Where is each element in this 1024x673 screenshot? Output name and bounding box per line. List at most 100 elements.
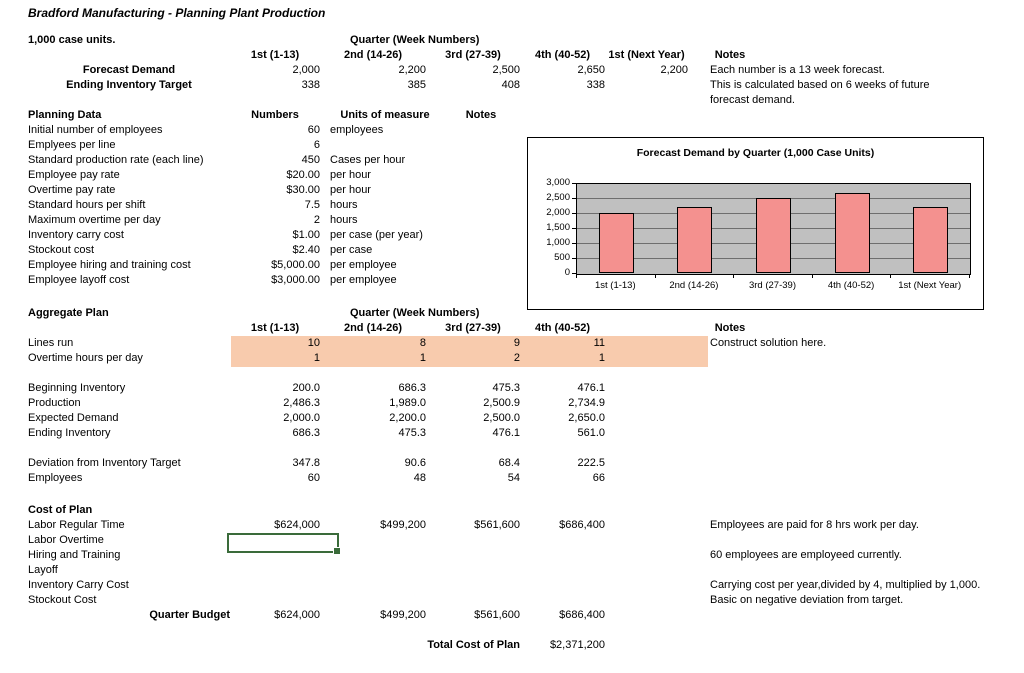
selected-cell[interactable] (227, 533, 341, 555)
table-row: Emplyees per line 6 (0, 138, 1024, 153)
value-cell[interactable]: 338 (586, 79, 605, 91)
value-cell[interactable]: 450 (301, 154, 320, 166)
note-text: Each number is a 13 week forecast. (710, 64, 885, 76)
table-row: Employee layoff cost $3,000.00 per employe… (0, 273, 1024, 288)
value-cell[interactable]: 90.6 (404, 457, 426, 469)
forecast-demand-chart[interactable]: Forecast Demand by Quarter (1,000 Case U… (527, 137, 984, 310)
table-row: Deviation from Inventory Target 347.8 90.6… (0, 456, 1024, 471)
row-label: Employee layoff cost (28, 274, 130, 286)
value-cell[interactable]: $2.40 (292, 244, 320, 256)
chart-x-label: 2nd (14-26) (669, 280, 719, 291)
chart-y-tick (572, 273, 576, 274)
chart-y-tick (572, 183, 576, 184)
value-cell[interactable]: 476.1 (492, 427, 520, 439)
value-cell[interactable]: 9 (513, 337, 520, 349)
value-cell[interactable]: $624,000 (274, 519, 320, 531)
value-cell[interactable]: 8 (419, 337, 426, 349)
value-cell[interactable]: 60 (307, 124, 320, 136)
value-cell[interactable]: 1 (419, 352, 426, 364)
value-cell[interactable]: 475.3 (492, 382, 520, 394)
value-cell[interactable]: $5,000.00 (271, 259, 320, 271)
total-value-cell[interactable]: $2,371,200 (549, 639, 605, 651)
chart-y-tick (572, 228, 576, 229)
chart-y-tick (572, 198, 576, 199)
value-cell[interactable]: 11 (593, 337, 605, 349)
table-row: Stockout cost $2.40 per case (0, 243, 1024, 258)
unit-cell: Cases per hour (330, 154, 406, 166)
value-cell[interactable]: $624,000 (274, 609, 320, 621)
unit-cell: per hour (330, 184, 371, 196)
value-cell[interactable]: $1.00 (292, 229, 320, 241)
value-cell[interactable]: 686.3 (398, 382, 426, 394)
row-label: Emplyees per line (28, 139, 116, 151)
column-header: 2nd (14-26) (343, 49, 403, 61)
value-cell[interactable]: $20.00 (286, 169, 320, 181)
table-row: Lines run 10 8 9 11 Construct solution here. (0, 336, 1024, 351)
forecast-section: 1,000 case units. Quarter (Week Numbers)… (0, 33, 1024, 108)
value-cell[interactable]: $3,000.00 (271, 274, 320, 286)
table-row: Employee hiring and training cost $5,000.… (0, 258, 1024, 273)
value-cell[interactable]: 561.0 (577, 427, 605, 439)
value-cell[interactable]: 60 (307, 472, 320, 484)
value-cell[interactable]: 475.3 (398, 427, 426, 439)
column-header: 1st (1-13) (250, 322, 300, 334)
chart-y-label: 2,500 (546, 192, 570, 203)
value-cell[interactable]: $686,400 (559, 609, 605, 621)
sheet-title: Bradford Manufacturing - Planning Plant … (28, 6, 326, 20)
row-label: Employee hiring and training cost (28, 259, 191, 271)
value-cell[interactable]: 66 (592, 472, 605, 484)
value-cell[interactable]: 2 (313, 214, 320, 226)
value-cell[interactable]: 48 (413, 472, 426, 484)
value-cell[interactable]: $561,600 (474, 609, 520, 621)
chart-x-tick (576, 274, 577, 278)
value-cell[interactable]: 385 (407, 79, 426, 91)
row-label: Maximum overtime per day (28, 214, 161, 226)
value-cell[interactable]: 200.0 (292, 382, 320, 394)
fill-handle[interactable] (333, 547, 341, 555)
value-cell[interactable]: 7.5 (304, 199, 320, 211)
table-row: Beginning Inventory 200.0 686.3 475.3 476.1 (0, 381, 1024, 396)
value-cell[interactable]: 2,650 (577, 64, 605, 76)
value-cell[interactable]: $561,600 (474, 519, 520, 531)
table-row: Inventory Carry Cost Carrying cost per ye… (0, 578, 1024, 593)
value-cell[interactable]: 2,200 (398, 64, 426, 76)
value-cell[interactable]: 408 (501, 79, 520, 91)
value-cell[interactable] (605, 78, 688, 93)
table-row: Overtime hours per day 1 1 2 1 (0, 351, 1024, 366)
value-cell[interactable]: 68.4 (498, 457, 520, 469)
value-cell[interactable]: 2 (513, 352, 520, 364)
value-cell[interactable]: 1 (313, 352, 320, 364)
value-cell[interactable]: 338 (301, 79, 320, 91)
value-cell[interactable]: 2,000.0 (283, 412, 320, 424)
solution-highlight (231, 336, 708, 367)
row-label: Ending Inventory (28, 427, 111, 439)
value-cell[interactable]: 2,486.3 (283, 397, 320, 409)
value-cell[interactable]: 2,650.0 (568, 412, 605, 424)
value-cell[interactable]: 6 (313, 139, 320, 151)
value-cell[interactable]: 1 (598, 352, 605, 364)
value-cell[interactable]: 2,500.9 (483, 397, 520, 409)
value-cell[interactable]: $499,200 (380, 609, 426, 621)
value-cell[interactable]: 347.8 (292, 457, 320, 469)
value-cell[interactable]: $686,400 (559, 519, 605, 531)
value-cell[interactable]: 2,200.0 (389, 412, 426, 424)
table-row: Stockout Cost Basic on negative deviation… (0, 593, 1024, 608)
value-cell[interactable]: 1,989.0 (389, 397, 426, 409)
value-cell[interactable]: 2,734.9 (568, 397, 605, 409)
value-cell[interactable]: 10 (307, 337, 320, 349)
value-cell[interactable]: $499,200 (380, 519, 426, 531)
value-cell[interactable]: 54 (507, 472, 520, 484)
chart-bar (834, 193, 870, 273)
value-cell[interactable]: 686.3 (292, 427, 320, 439)
value-cell[interactable]: 2,000 (292, 64, 320, 76)
value-cell[interactable]: 2,200 (660, 64, 688, 76)
row-label: Labor Overtime (28, 534, 104, 546)
chart-y-tick (572, 258, 576, 259)
value-cell[interactable]: 476.1 (577, 382, 605, 394)
note-text: Employees are paid for 8 hrs work per da… (710, 519, 919, 531)
value-cell[interactable]: 2,500 (492, 64, 520, 76)
quarter-header: Quarter (Week Numbers) (350, 34, 480, 46)
value-cell[interactable]: 2,500.0 (483, 412, 520, 424)
value-cell[interactable]: $30.00 (286, 184, 320, 196)
value-cell[interactable]: 222.5 (577, 457, 605, 469)
